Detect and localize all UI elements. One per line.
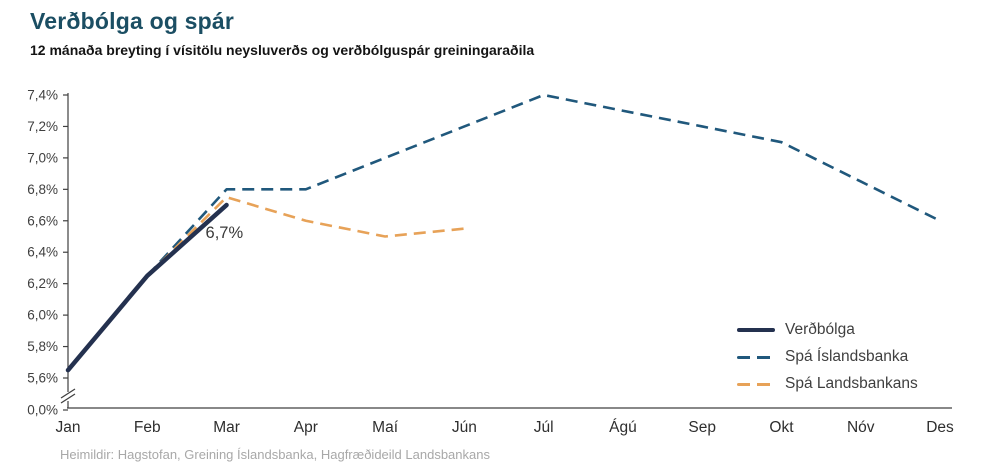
last-value-annotation: 6,7%: [206, 224, 244, 242]
legend-item-spa-islandsbanka: Spá Íslandsbanka: [737, 348, 918, 366]
svg-text:Sep: Sep: [688, 419, 716, 436]
svg-text:Júl: Júl: [534, 419, 554, 436]
svg-text:Okt: Okt: [769, 419, 794, 436]
svg-text:0,0%: 0,0%: [27, 403, 58, 418]
svg-text:7,4%: 7,4%: [27, 88, 58, 103]
svg-text:Nóv: Nóv: [847, 419, 875, 436]
svg-text:Maí: Maí: [372, 419, 399, 436]
svg-text:6,0%: 6,0%: [27, 308, 58, 323]
svg-text:7,2%: 7,2%: [27, 119, 58, 134]
svg-text:5,8%: 5,8%: [27, 339, 58, 354]
source-attribution: Heimildir: Hagstofan, Greining Íslandsba…: [60, 447, 490, 462]
svg-text:Ágú: Ágú: [609, 419, 637, 436]
legend-label-spa-landsbankans: Spá Landsbankans: [785, 375, 918, 392]
svg-text:Mar: Mar: [213, 419, 240, 436]
svg-text:Jún: Jún: [452, 419, 477, 436]
page-title: Verðbólga og spár: [30, 8, 235, 34]
svg-text:6,4%: 6,4%: [27, 245, 58, 260]
dashed-line-swatch-icon: [737, 382, 775, 386]
svg-text:Apr: Apr: [294, 419, 318, 436]
svg-text:Feb: Feb: [134, 419, 161, 436]
svg-text:7,0%: 7,0%: [27, 150, 58, 165]
dashed-line-swatch-icon: [737, 355, 775, 359]
svg-text:Jan: Jan: [56, 419, 81, 436]
chart-legend: Verðbólga Spá Íslandsbanka Spá Landsbank…: [737, 321, 918, 402]
svg-text:6,6%: 6,6%: [27, 213, 58, 228]
legend-label-verdbolga: Verðbólga: [785, 321, 855, 338]
svg-text:Des: Des: [926, 419, 954, 436]
svg-text:6,8%: 6,8%: [27, 182, 58, 197]
chart-subtitle: 12 mánaða breyting í vísitölu neysluverð…: [30, 42, 535, 58]
solid-line-swatch-icon: [737, 327, 775, 333]
legend-item-spa-landsbankans: Spá Landsbankans: [737, 375, 918, 393]
svg-text:5,6%: 5,6%: [27, 371, 58, 386]
legend-item-verdbolga: Verðbólga: [737, 321, 918, 339]
svg-text:6,2%: 6,2%: [27, 276, 58, 291]
legend-label-spa-islandsbanka: Spá Íslandsbanka: [785, 348, 909, 365]
